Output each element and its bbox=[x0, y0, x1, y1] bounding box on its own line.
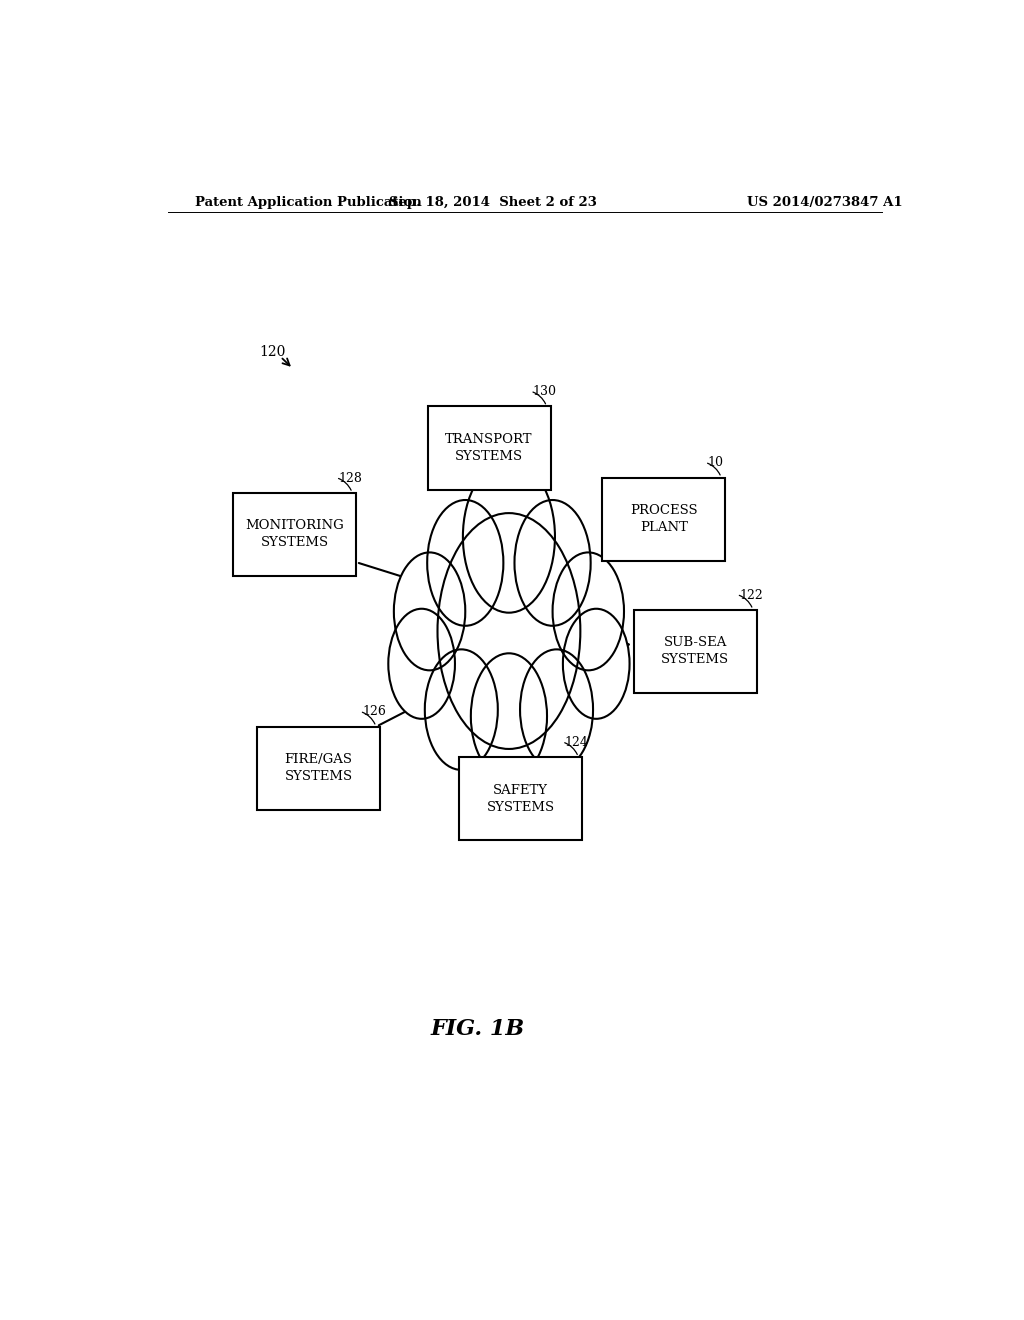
FancyBboxPatch shape bbox=[460, 758, 583, 841]
Text: 126: 126 bbox=[362, 705, 386, 718]
Text: 120: 120 bbox=[259, 345, 286, 359]
Text: 124: 124 bbox=[564, 737, 589, 748]
Ellipse shape bbox=[520, 649, 593, 770]
Text: FIRE/GAS
SYSTEMS: FIRE/GAS SYSTEMS bbox=[285, 754, 352, 783]
Text: 10: 10 bbox=[708, 457, 723, 470]
FancyBboxPatch shape bbox=[634, 610, 757, 693]
Ellipse shape bbox=[514, 500, 591, 626]
Text: Patent Application Publication: Patent Application Publication bbox=[196, 195, 422, 209]
Ellipse shape bbox=[425, 649, 498, 770]
Text: US 2014/0273847 A1: US 2014/0273847 A1 bbox=[748, 195, 902, 209]
Text: 122: 122 bbox=[739, 589, 763, 602]
Ellipse shape bbox=[437, 513, 581, 748]
Text: SAFETY
SYSTEMS: SAFETY SYSTEMS bbox=[486, 784, 555, 813]
FancyBboxPatch shape bbox=[233, 492, 356, 576]
Ellipse shape bbox=[427, 500, 504, 626]
FancyBboxPatch shape bbox=[257, 726, 380, 810]
Text: MONITORING
SYSTEMS: MONITORING SYSTEMS bbox=[246, 520, 344, 549]
Ellipse shape bbox=[553, 552, 624, 671]
Text: TRANSPORT
SYSTEMS: TRANSPORT SYSTEMS bbox=[445, 433, 532, 463]
Text: PROCESS
PLANT: PROCESS PLANT bbox=[630, 504, 697, 535]
Text: 130: 130 bbox=[532, 385, 557, 399]
Ellipse shape bbox=[394, 552, 465, 671]
Ellipse shape bbox=[563, 609, 630, 719]
Text: Sep. 18, 2014  Sheet 2 of 23: Sep. 18, 2014 Sheet 2 of 23 bbox=[389, 195, 597, 209]
Text: FIG. 1B: FIG. 1B bbox=[430, 1019, 524, 1040]
Text: 128: 128 bbox=[338, 471, 362, 484]
FancyBboxPatch shape bbox=[428, 407, 551, 490]
Text: SUB-SEA
SYSTEMS: SUB-SEA SYSTEMS bbox=[662, 636, 729, 667]
Ellipse shape bbox=[471, 653, 547, 779]
FancyBboxPatch shape bbox=[602, 478, 725, 561]
Ellipse shape bbox=[463, 461, 555, 612]
Ellipse shape bbox=[388, 609, 455, 719]
